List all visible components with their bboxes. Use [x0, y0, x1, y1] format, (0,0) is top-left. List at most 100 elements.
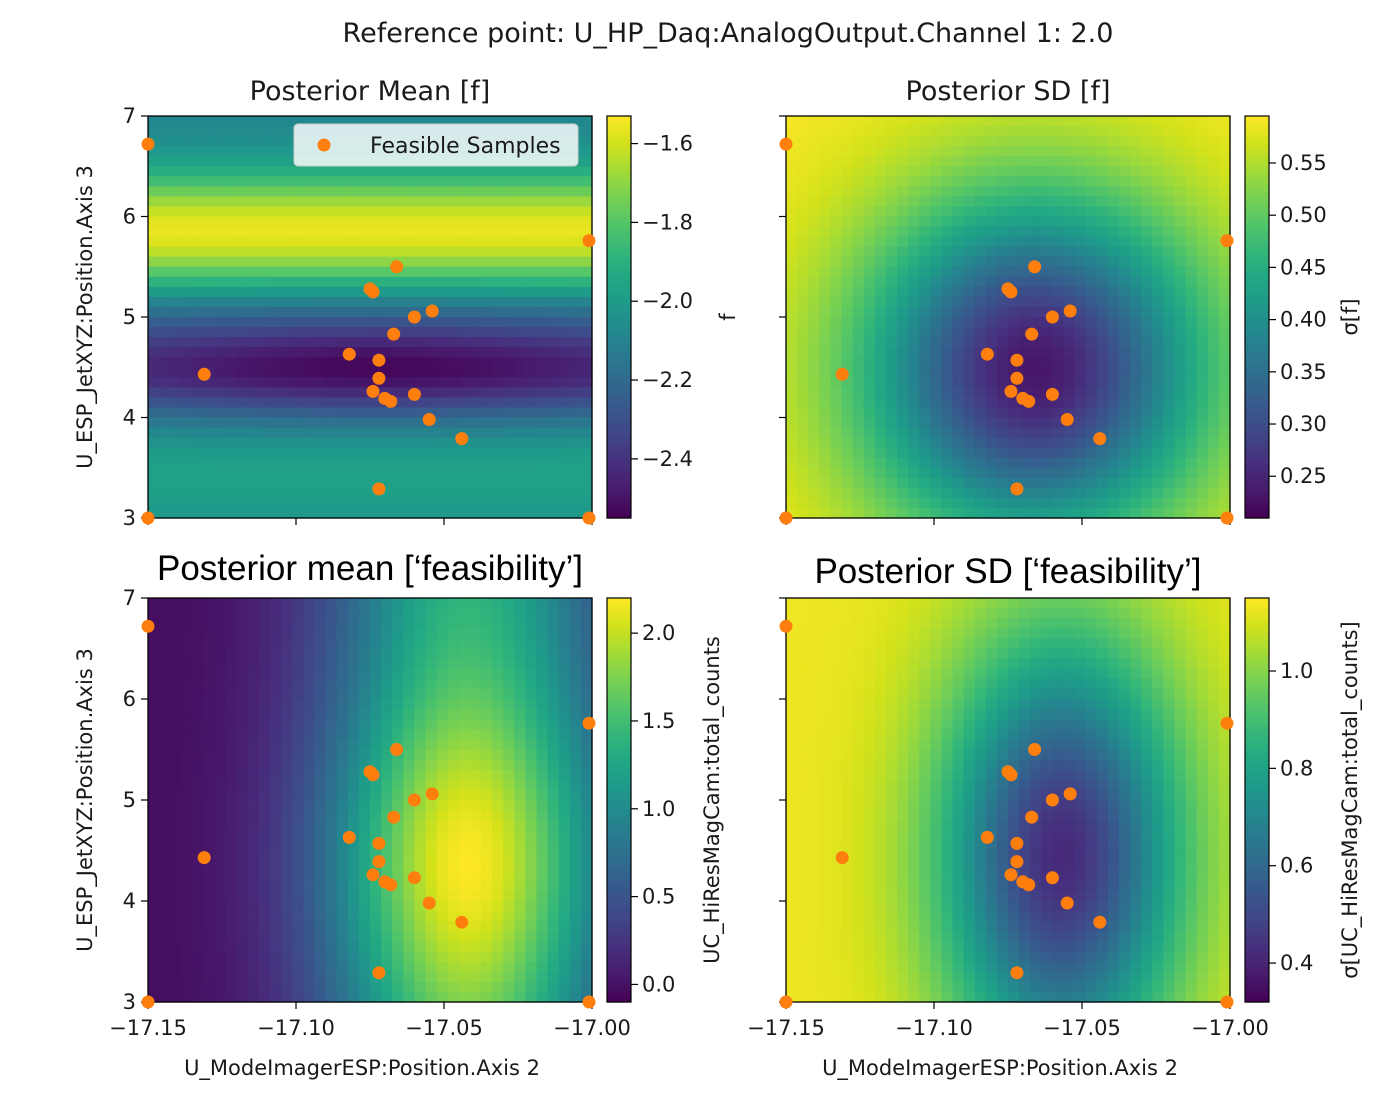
- sample-point: [343, 348, 356, 361]
- colorbar-tick-label: 0.40: [1280, 308, 1327, 332]
- sample-point: [426, 305, 439, 318]
- x-tick-label: −17.15: [747, 1016, 825, 1040]
- sample-point: [583, 512, 596, 525]
- colorbar: 0.550.500.450.400.350.300.25σ[f]: [1245, 116, 1362, 519]
- sample-point: [372, 482, 385, 495]
- sample-point: [142, 996, 155, 1009]
- colorbar-tick-label: 0.45: [1280, 255, 1327, 279]
- panel-2: Posterior SD [f]0.550.500.450.400.350.30…: [779, 76, 1362, 525]
- colorbar-label: σ[UC_HiResMagCam:total_counts]: [1338, 621, 1363, 978]
- colorbar-tick-label: −1.6: [642, 132, 693, 156]
- figure-suptitle: Reference point: U_HP_Daq:AnalogOutput.C…: [343, 18, 1114, 49]
- sample-point: [981, 348, 994, 361]
- sample-point: [1022, 878, 1035, 891]
- colorbar: −1.6−1.8−2.0−2.2−2.4f: [607, 116, 740, 519]
- sample-point: [372, 354, 385, 367]
- panel-title: Posterior Mean [f]: [250, 76, 491, 107]
- sample-point: [981, 831, 994, 844]
- x-tick-label: −17.10: [895, 1016, 973, 1040]
- sample-point: [1022, 395, 1035, 408]
- sample-point: [142, 138, 155, 151]
- sample-point: [1061, 413, 1074, 426]
- sample-point: [1005, 868, 1018, 881]
- legend: Feasible Samples: [294, 124, 578, 166]
- colorbar-tick-label: −2.2: [642, 368, 693, 392]
- heatmap: [148, 598, 593, 1003]
- sample-point: [836, 368, 849, 381]
- colorbar-tick-label: 0.35: [1280, 360, 1327, 384]
- panel-title: Posterior SD [‘feasibility’]: [814, 552, 1201, 591]
- colorbar-tick-label: 0.0: [642, 972, 675, 996]
- colorbar-label: σ[f]: [1338, 298, 1362, 335]
- y-axis-label: U_ESP_JetXYZ:Position.Axis 3: [73, 648, 98, 952]
- colorbar-tick-label: 0.6: [1280, 854, 1313, 878]
- sample-point: [1010, 482, 1023, 495]
- sample-point: [1221, 234, 1234, 247]
- x-tick-label: −17.05: [405, 1016, 483, 1040]
- panels: Posterior Mean [f] 3 4 5 6 7 U_ESP_JetXYZ:Posi…: [73, 76, 1363, 1081]
- colorbar-tick-label: 0.30: [1280, 412, 1327, 436]
- colorbar-tick-label: 0.4: [1280, 951, 1313, 975]
- sample-point: [1221, 996, 1234, 1009]
- colorbar-tick-label: 0.50: [1280, 203, 1327, 227]
- sample-point: [408, 311, 421, 324]
- sample-point: [1028, 743, 1041, 756]
- colorbar-tick-label: 1.5: [642, 709, 675, 733]
- sample-point: [1061, 897, 1074, 910]
- sample-point: [343, 831, 356, 844]
- sample-point: [367, 285, 380, 298]
- sample-point: [384, 395, 397, 408]
- sample-point: [367, 868, 380, 881]
- sample-point: [455, 916, 468, 929]
- colorbar-tick-label: 0.8: [1280, 756, 1313, 780]
- sample-point: [408, 388, 421, 401]
- sample-point: [780, 138, 793, 151]
- y-axis-label: U_ESP_JetXYZ:Position.Axis 3: [73, 165, 98, 469]
- sample-point: [384, 878, 397, 891]
- sample-point: [1046, 388, 1059, 401]
- sample-point: [1046, 311, 1059, 324]
- panel-title: Posterior mean [‘feasibility’]: [157, 549, 583, 588]
- sample-point: [1005, 385, 1018, 398]
- x-tick-label: −17.00: [1191, 1016, 1269, 1040]
- legend-marker: [318, 139, 331, 152]
- y-tick-label: 3: [123, 506, 136, 530]
- sample-point: [387, 328, 400, 341]
- sample-point: [1064, 305, 1077, 318]
- x-tick-label: −17.10: [257, 1016, 335, 1040]
- colorbar-tick-label: −2.4: [642, 447, 693, 471]
- sample-point: [1028, 260, 1041, 273]
- colorbar-tick-label: −2.0: [642, 289, 693, 313]
- sample-point: [372, 855, 385, 868]
- colorbar-tick-label: 2.0: [642, 621, 675, 645]
- y-tick-label: 4: [123, 406, 136, 430]
- sample-point: [1093, 432, 1106, 445]
- sample-point: [1093, 916, 1106, 929]
- sample-point: [372, 372, 385, 385]
- y-tick-label: 5: [123, 788, 136, 812]
- y-tick-label: 3: [123, 990, 136, 1014]
- sample-point: [1221, 512, 1234, 525]
- sample-point: [372, 837, 385, 850]
- panel-1: Posterior Mean [f]34567U_ESP_JetXYZ:Posi…: [73, 76, 740, 530]
- y-tick-label: 7: [123, 586, 136, 610]
- sample-point: [1010, 354, 1023, 367]
- heatmap: [148, 116, 593, 519]
- sample-point: [1005, 285, 1018, 298]
- x-tick-label: −17.15: [109, 1016, 187, 1040]
- legend-entry: Feasible Samples: [370, 134, 561, 159]
- y-tick-label: 4: [123, 889, 136, 913]
- colorbar-tick-label: −1.8: [642, 210, 693, 234]
- sample-point: [1046, 794, 1059, 807]
- y-tick-label: 6: [123, 687, 136, 711]
- x-axis-label: U_ModeImagerESP:Position.Axis 2: [184, 1056, 540, 1081]
- sample-point: [1025, 811, 1038, 824]
- sample-point: [198, 368, 211, 381]
- sample-point: [1010, 837, 1023, 850]
- sample-point: [836, 851, 849, 864]
- x-axis-label: U_ModeImagerESP:Position.Axis 2: [822, 1056, 1178, 1081]
- sample-point: [408, 871, 421, 884]
- sample-point: [142, 512, 155, 525]
- sample-point: [780, 620, 793, 633]
